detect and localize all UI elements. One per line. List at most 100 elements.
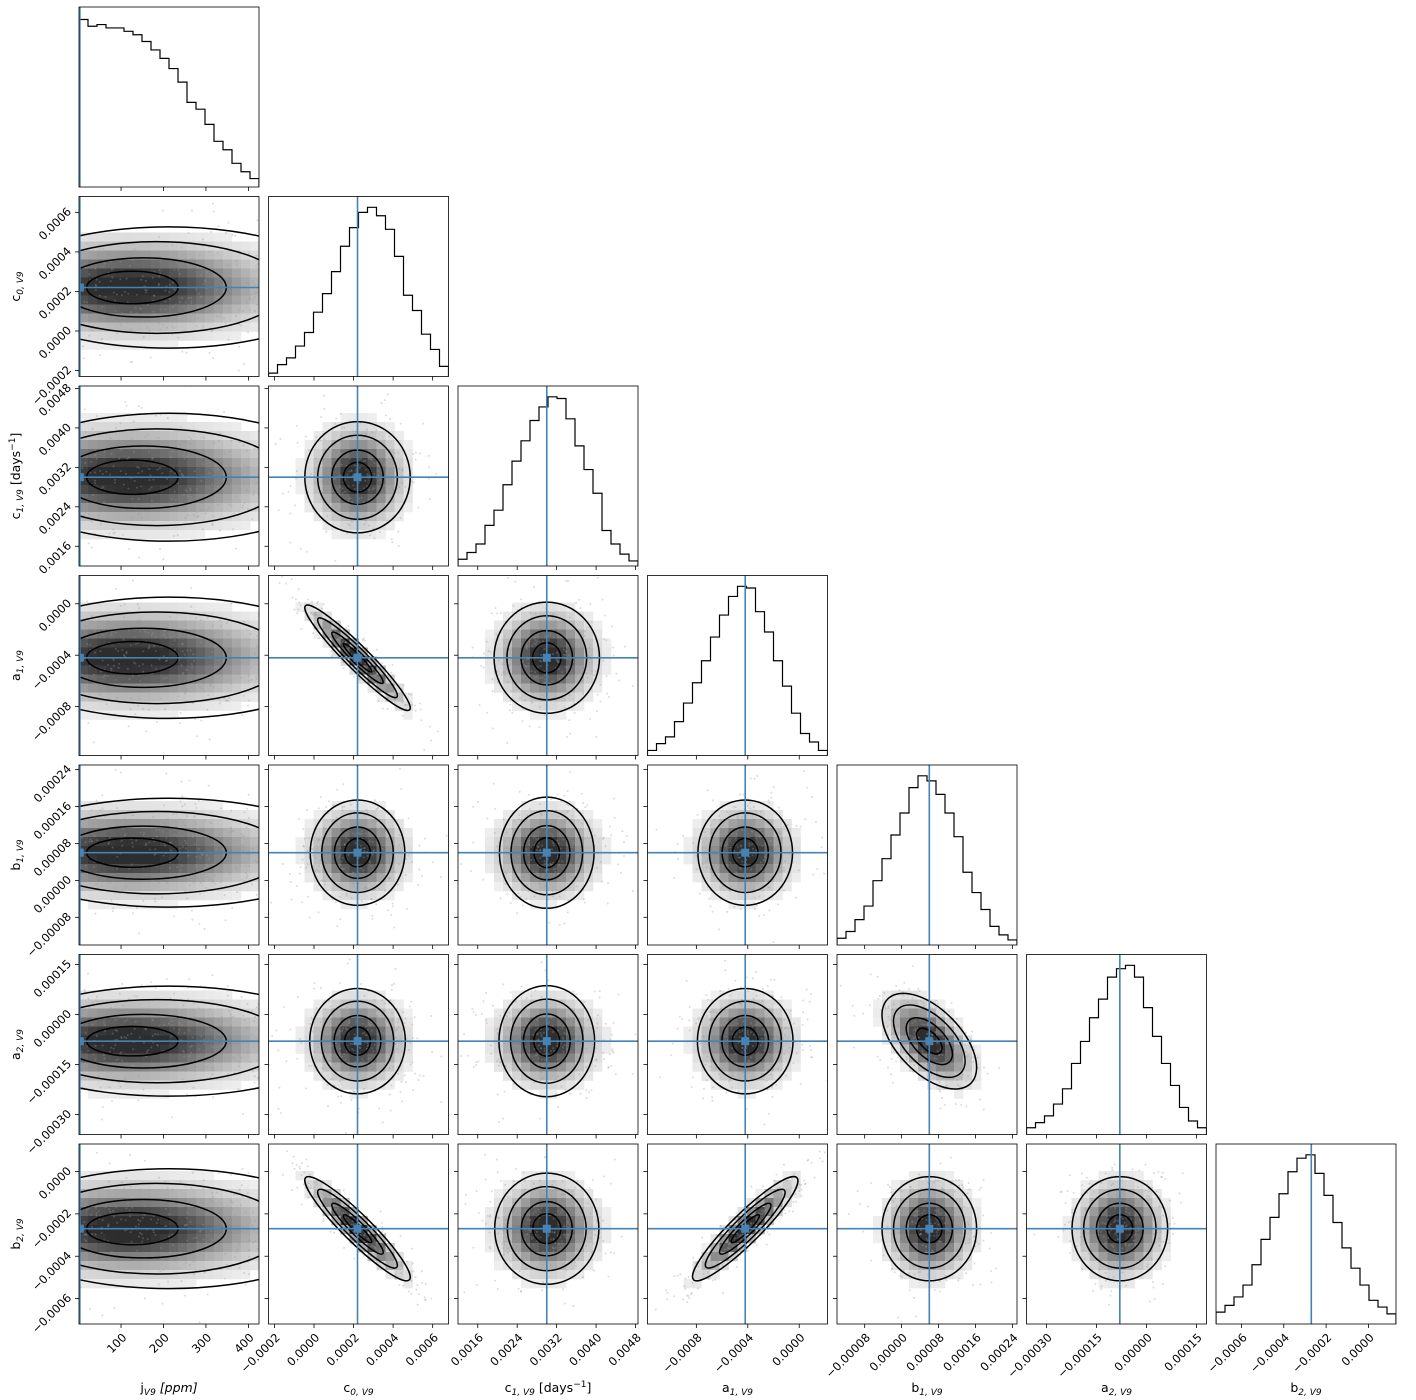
contour — [915, 1027, 943, 1055]
panel-b1-a1 — [643, 764, 828, 949]
y-tick-label: −0.00015 — [24, 1057, 74, 1107]
panel-b2-a1: −0.0008 −0.0004 0.0000 — [643, 1143, 828, 1376]
y-tick-label: 0.00015 — [31, 957, 75, 1001]
x-tick-label: −0.0004 — [1247, 1330, 1292, 1375]
y-tick-label: 0.0004 — [36, 244, 74, 282]
panel-b2-c0: −0.0002 0.0000 0.0002 0.0004 0.0006 — [238, 1143, 449, 1376]
y-tick-label: 0.0000 — [36, 1164, 74, 1202]
contour — [704, 1188, 786, 1269]
panel-frame — [457, 954, 639, 1135]
y-tick-label: 0.0032 — [36, 460, 74, 498]
panel-j-j — [78, 6, 260, 191]
y-tick-label: 0.00016 — [31, 799, 75, 843]
panel-a2-j: −0.00030−0.00015 0.00000 0.00015 — [24, 954, 260, 1157]
x-axis-label-b2: b2, V9 — [1290, 1380, 1322, 1398]
y-tick-label: 0.0024 — [36, 499, 74, 537]
histogram-j — [79, 18, 259, 187]
panel-frame — [268, 196, 449, 377]
x-tick-label: 0.00008 — [903, 1330, 947, 1374]
x-axis-label-c0: c0, V9 — [343, 1380, 373, 1398]
x-tick-label: −0.0004 — [711, 1330, 756, 1375]
x-tick-label: 0.0000 — [769, 1330, 807, 1368]
x-tick-label: 0.0006 — [403, 1330, 441, 1368]
panel-frame — [647, 575, 828, 756]
truth-marker — [79, 1037, 84, 1046]
contour — [79, 226, 259, 349]
truth-marker — [79, 473, 84, 482]
contour — [316, 617, 399, 699]
truth-marker — [741, 1224, 750, 1233]
x-axis-label-c1: c1, V9 [days−1] — [505, 1380, 592, 1398]
panel-b1-c0 — [264, 764, 449, 949]
contour — [79, 998, 259, 1084]
y-tick-label: −0.00030 — [24, 1107, 74, 1157]
y-axis-label-c0: c0, V9 — [8, 271, 26, 301]
panel-frame — [78, 385, 260, 567]
truth-marker — [542, 848, 551, 857]
histogram-a2 — [1026, 964, 1207, 1135]
x-tick-label: 0.0016 — [448, 1330, 486, 1368]
contour — [79, 797, 259, 908]
contour — [79, 810, 259, 895]
x-tick-label: 0.0002 — [324, 1330, 362, 1368]
x-tick-label: 0.0000 — [284, 1330, 322, 1368]
panel-b1-b1 — [836, 764, 1018, 949]
x-axis-label-b1: b1, V9 — [911, 1380, 943, 1398]
scatter-a1-c1 — [471, 576, 635, 744]
panel-frame — [647, 954, 828, 1135]
panel-frame — [268, 764, 449, 946]
x-axis-label-a1: a1, V9 — [722, 1380, 753, 1398]
y-axis-label-c1: c1, V9 [days−1] — [8, 433, 26, 520]
scatter-c0-j — [81, 202, 259, 372]
truth-marker — [79, 848, 84, 857]
panel-frame — [78, 954, 260, 1135]
y-tick-label: 0.00000 — [31, 1007, 75, 1051]
y-axis-label-b1: b1, V9 — [8, 839, 26, 871]
panel-a2-c1 — [454, 954, 639, 1139]
panel-frame — [1026, 954, 1207, 1135]
y-tick-label: 0.0002 — [36, 284, 74, 322]
panel-a1-j: −0.0008 −0.0004 0.0000 — [29, 575, 260, 760]
panel-b2-b2: −0.0006−0.0004−0.0002 0.0000 — [1205, 1143, 1397, 1376]
contour — [718, 1202, 772, 1255]
y-tick-label: 0.0000 — [36, 323, 74, 361]
y-tick-label: −0.0008 — [29, 699, 74, 744]
truth-marker — [79, 283, 84, 292]
panel-frame — [268, 385, 449, 567]
y-tick-label: 0.00024 — [31, 762, 75, 806]
scatter-b1-j — [79, 768, 259, 935]
truth-marker — [353, 473, 362, 482]
x-tick-label: 300 — [189, 1330, 214, 1355]
panel-frame — [78, 1143, 260, 1325]
panel-frame — [78, 196, 260, 377]
y-axis-label-a1: a1, V9 — [8, 650, 26, 681]
x-tick-label: 0.0004 — [363, 1330, 401, 1368]
x-tick-label: −0.00008 — [823, 1330, 873, 1380]
truth-marker — [353, 848, 362, 857]
x-tick-label: 0.00015 — [1161, 1330, 1205, 1374]
panel-frame — [836, 1143, 1018, 1325]
x-axis-label-a2: a2, V9 — [1101, 1380, 1132, 1398]
y-tick-label: −0.0006 — [29, 1291, 74, 1336]
histogram-b1 — [837, 775, 1017, 945]
truth-marker — [353, 1037, 362, 1046]
x-tick-label: 0.00016 — [940, 1330, 984, 1374]
truth-marker — [741, 848, 750, 857]
panel-frame — [268, 575, 449, 756]
panel-frame — [268, 954, 449, 1135]
y-axis-label-b2: b2, V9 — [8, 1218, 26, 1250]
panel-c0-c0 — [268, 196, 449, 381]
y-tick-label: −0.00008 — [24, 910, 74, 960]
y-tick-label: 0.0040 — [36, 420, 74, 458]
x-axis-label-j: jV9 [ppm] — [139, 1380, 197, 1398]
contour — [79, 412, 259, 542]
y-tick-label: 0.00000 — [31, 873, 75, 917]
contour — [79, 428, 259, 527]
panel-frame — [457, 1143, 639, 1325]
panel-frame — [1026, 1143, 1207, 1325]
x-tick-label: −0.0002 — [1289, 1330, 1334, 1375]
x-tick-label: 200 — [146, 1330, 171, 1355]
x-tick-label: 0.0040 — [566, 1330, 604, 1368]
